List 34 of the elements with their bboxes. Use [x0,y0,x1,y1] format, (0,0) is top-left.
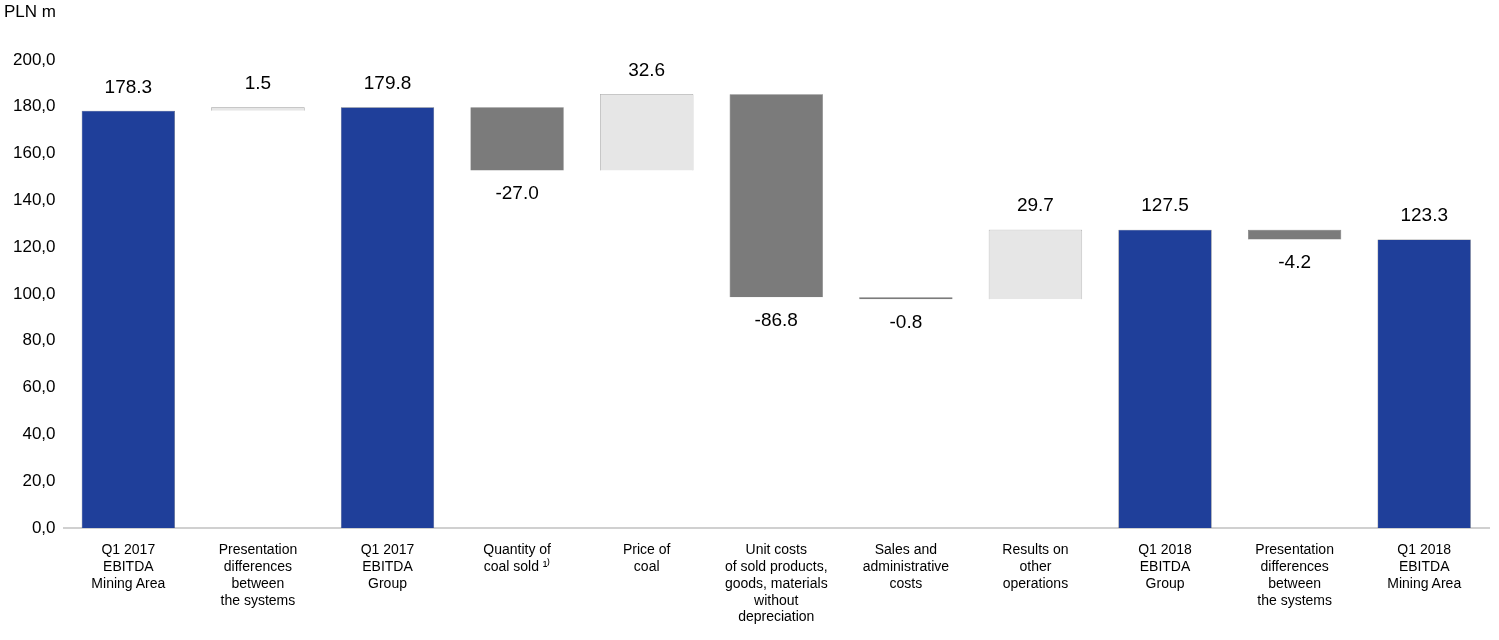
data-label: -27.0 [495,182,539,204]
y-tick-label: 100,0 [12,283,56,303]
data-label: -0.8 [889,310,923,332]
x-tick-label: Presentation differences between the systems [218,541,298,608]
x-tick-label: Unit costs of sold products, goods, materials without depreciation [724,541,828,625]
y-tick-label: 200,0 [12,49,56,69]
data-label: 127.5 [1141,194,1189,216]
x-tick-label: Q1 2017 EBITDA Group [360,541,415,591]
x-tick-label: Q1 2018 EBITDA Mining Area [1387,541,1462,591]
y-tick-label: 80,0 [22,330,56,350]
data-label: 179.8 [363,72,412,93]
y-tick-label: 120,0 [12,236,56,256]
x-tick-label: Quantity of coal sold ¹⁾ [483,541,552,575]
data-label: -4.2 [1278,251,1311,273]
x-tick-label: Price of coal [622,541,671,575]
y-tick-label: 160,0 [12,143,56,163]
data-label: 29.7 [1016,194,1054,216]
y-axis-title: PLN m [4,2,56,22]
y-tick-label: 140,0 [12,190,56,210]
y-tick-label: 60,0 [22,377,56,397]
data-label: 178.3 [104,75,153,97]
data-label: 32.6 [628,58,666,80]
x-tick-label: Sales and administrative costs [862,541,950,591]
y-tick-label: 40,0 [22,424,56,444]
x-tick-label: Q1 2018 EBITDA Group [1138,541,1193,591]
data-label: -86.8 [754,309,798,331]
x-tick-label: Results on other operations [1002,541,1069,591]
y-tick-label: 180,0 [12,96,56,116]
x-tick-label: Presentation differences between the systems [1255,541,1334,608]
x-tick-label: Q1 2017 EBITDA Mining Area [91,541,166,591]
y-tick-label: 20,0 [22,470,56,490]
data-label: 1.5 [244,72,272,93]
data-label: 123.3 [1400,204,1448,226]
y-tick-label: 0,0 [31,517,56,537]
